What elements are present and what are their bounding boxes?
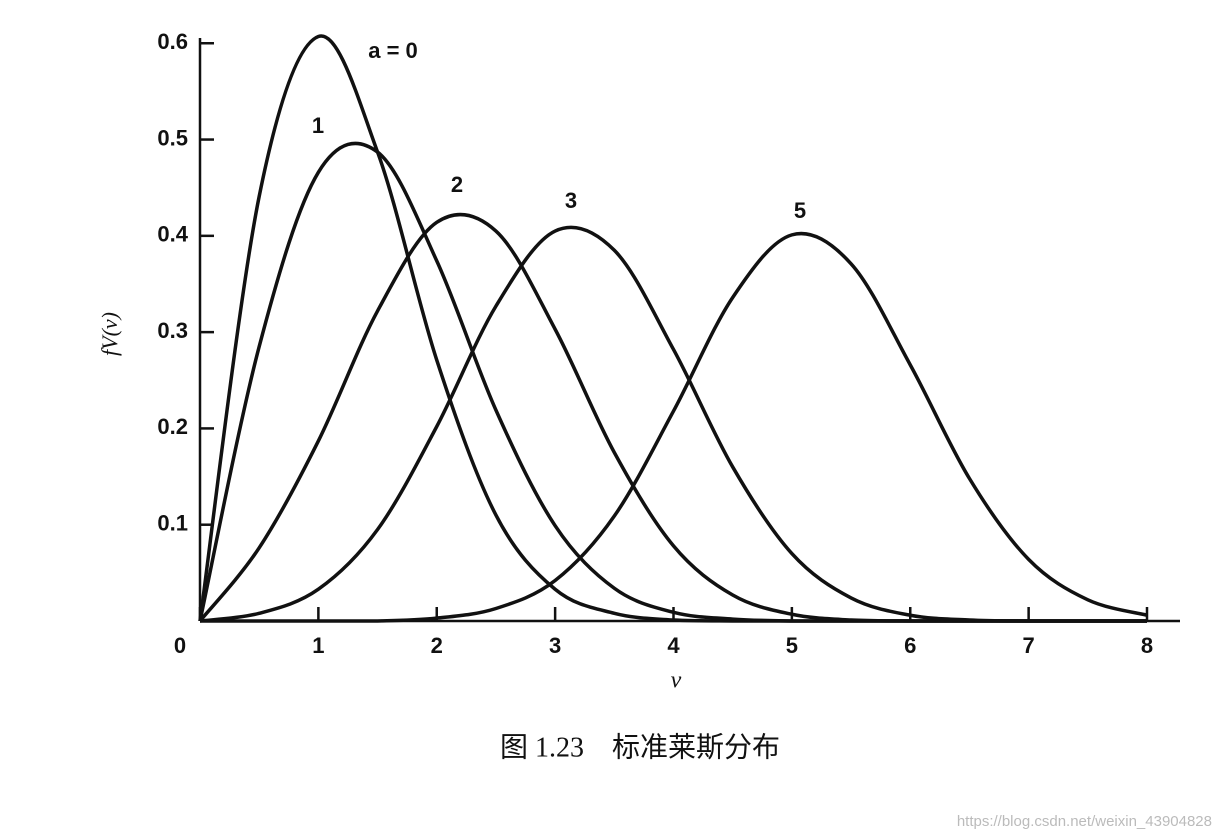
x-tick-label: 5: [786, 633, 798, 658]
curve-label: 5: [794, 198, 806, 223]
x-tick-label: 8: [1141, 633, 1153, 658]
x-tick-label: 4: [667, 633, 680, 658]
x-tick-label: 0: [174, 633, 186, 658]
curve: [199, 225, 1147, 623]
x-tick-label: 7: [1023, 633, 1035, 658]
y-tick-label: 0.1: [157, 511, 188, 536]
y-tick-label: 0.5: [157, 125, 188, 150]
x-tick-label: 3: [549, 633, 561, 658]
watermark: https://blog.csdn.net/weixin_43904828: [957, 813, 1212, 830]
curve: [198, 141, 1147, 623]
x-tick-label: 2: [431, 633, 443, 658]
x-axis-label: v: [671, 668, 682, 694]
y-axis-label: fV(v): [97, 312, 122, 356]
y-tick-label: 0.3: [157, 318, 188, 343]
x-tick-label: 6: [904, 633, 916, 658]
y-tick-label: 0.4: [157, 222, 188, 247]
curve-label: 2: [451, 172, 463, 197]
curve-label: 1: [312, 113, 324, 138]
y-tick-label: 0.2: [157, 414, 188, 439]
x-tick-label: 1: [312, 633, 324, 658]
curve-label: 3: [565, 188, 577, 213]
curve: [198, 212, 1147, 623]
y-tick-label: 0.6: [157, 29, 188, 54]
caption: 图 1.23 标准莱斯分布: [500, 731, 780, 763]
curve-label: a = 0: [368, 38, 418, 63]
curve: [200, 231, 1148, 623]
